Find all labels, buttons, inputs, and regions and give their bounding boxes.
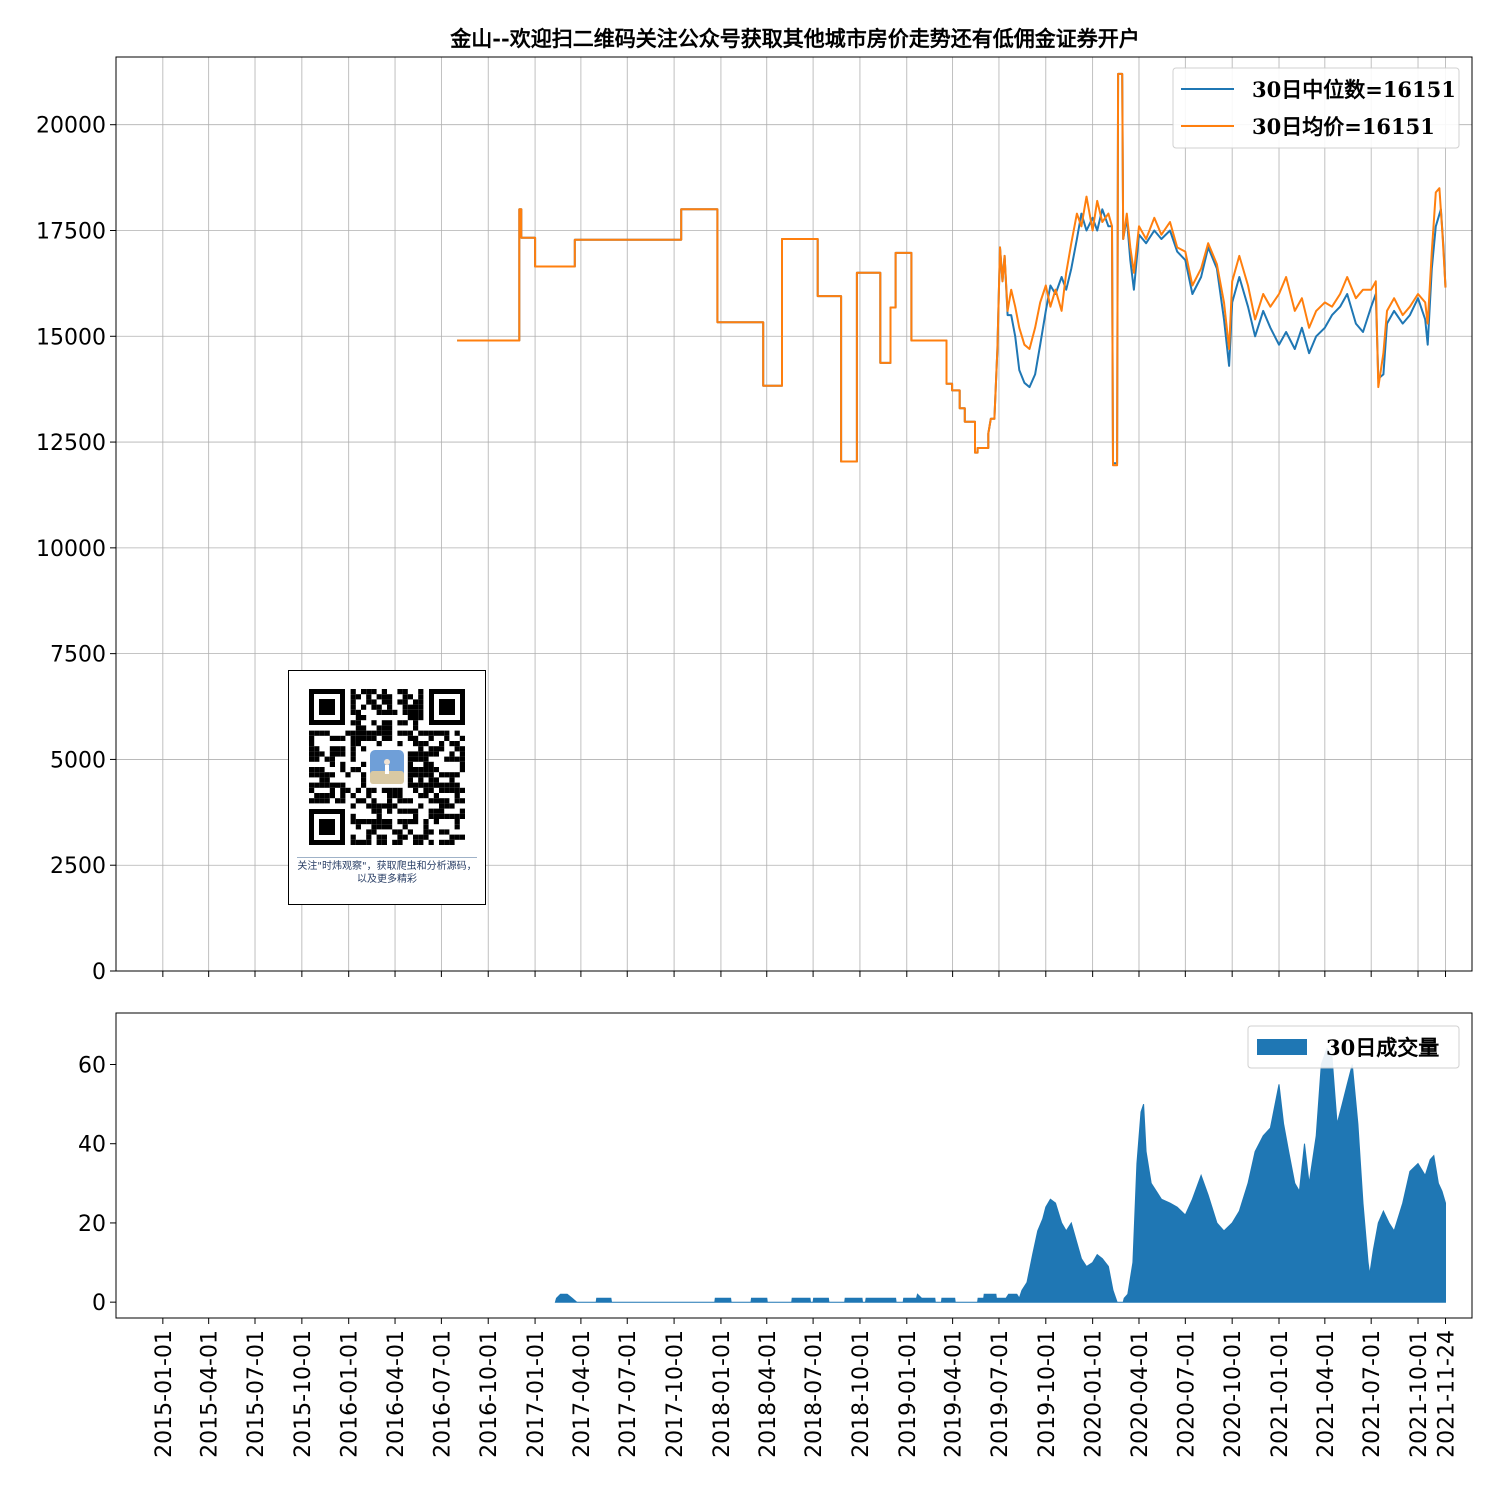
price-legend: 30日中位数=16151 30日均价=16151 — [1172, 67, 1460, 149]
xtick-label: 2018-04-01 — [756, 1330, 781, 1458]
xtick-label: 2016-07-01 — [430, 1330, 455, 1458]
xtick-label: 2020-10-01 — [1221, 1330, 1246, 1458]
xtick-label: 2016-04-01 — [384, 1330, 409, 1458]
xtick-label: 2020-04-01 — [1128, 1330, 1153, 1458]
xtick-label: 2015-04-01 — [198, 1330, 223, 1458]
series-line-mean — [457, 72, 1447, 467]
volume-ytick-label: 60 — [78, 1053, 106, 1078]
volume-panel-frame — [115, 1012, 1473, 1319]
price-ytick-label: 2500 — [50, 854, 106, 879]
legend-label-mean: 30日均价=16151 — [1252, 114, 1435, 139]
xtick-label: 2019-07-01 — [988, 1330, 1013, 1458]
volume-ytick-label: 40 — [78, 1133, 106, 1158]
qr-caption: 关注"时炜观察"，获取爬虫和分析源码，以及更多精彩 — [297, 857, 477, 886]
volume-panel-y-ticks: 0 20 40 60 — [78, 1053, 116, 1316]
price-panel-y-ticks: 0 2500 5000 7500 10000 12500 15000 17500 20000 — [36, 114, 116, 985]
xtick-label: 2015-07-01 — [244, 1330, 269, 1458]
price-ytick-label: 10000 — [36, 537, 106, 562]
xtick-label: 2016-10-01 — [477, 1330, 502, 1458]
series-area-volume — [554, 1047, 1446, 1303]
xtick-label: 2015-01-01 — [152, 1330, 177, 1458]
xtick-label: 2021-04-01 — [1314, 1330, 1339, 1458]
price-ytick-label: 12500 — [36, 431, 106, 456]
legend-label-median: 30日中位数=16151 — [1252, 77, 1456, 102]
xtick-label: 2018-07-01 — [802, 1330, 827, 1458]
xtick-label: 2021-07-01 — [1360, 1330, 1385, 1458]
price-ytick-label: 5000 — [50, 748, 106, 773]
xtick-label: 2019-10-01 — [1035, 1330, 1060, 1458]
xtick-label: 2021-11-24 — [1435, 1330, 1460, 1458]
xtick-label: 2017-10-01 — [663, 1330, 688, 1458]
price-panel-frame — [115, 56, 1473, 972]
xtick-label: 2021-01-01 — [1268, 1330, 1293, 1458]
xtick-label: 2018-10-01 — [849, 1330, 874, 1458]
legend-label-volume: 30日成交量 — [1326, 1035, 1439, 1060]
xtick-label: 2017-04-01 — [570, 1330, 595, 1458]
volume-ytick-label: 20 — [78, 1212, 106, 1237]
qr-code-card: 关注"时炜观察"，获取爬虫和分析源码，以及更多精彩 — [288, 670, 486, 905]
price-ytick-label: 0 — [92, 960, 106, 985]
chart-title: 金山--欢迎扫二维码关注公众号获取其他城市房价走势还有低佣金证券开户 — [449, 26, 1139, 51]
xtick-label: 2020-07-01 — [1174, 1330, 1199, 1458]
xtick-label: 2015-10-01 — [291, 1330, 316, 1458]
price-ytick-label: 20000 — [36, 114, 106, 139]
volume-panel-x-ticks: 2015-01-01 2015-04-01 2015-07-01 2015-10-01… — [152, 1318, 1460, 1458]
xtick-label: 2020-01-01 — [1082, 1330, 1107, 1458]
price-ytick-label: 15000 — [36, 325, 106, 350]
price-ytick-label: 17500 — [36, 219, 106, 244]
xtick-label: 2019-01-01 — [896, 1330, 921, 1458]
xtick-label: 2016-01-01 — [338, 1330, 363, 1458]
qr-code-image — [309, 689, 465, 845]
xtick-label: 2021-10-01 — [1407, 1330, 1432, 1458]
volume-legend: 30日成交量 — [1247, 1025, 1460, 1069]
volume-panel-area — [554, 1047, 1446, 1303]
price-panel-x-ticks — [162, 971, 1447, 977]
qr-avatar-icon — [367, 747, 407, 787]
volume-ytick-label: 0 — [92, 1291, 106, 1316]
xtick-label: 2017-07-01 — [616, 1330, 641, 1458]
xtick-label: 2019-04-01 — [942, 1330, 967, 1458]
xtick-label: 2017-01-01 — [524, 1330, 549, 1458]
xtick-label: 2018-01-01 — [710, 1330, 735, 1458]
legend-swatch-volume — [1257, 1039, 1307, 1055]
price-panel-lines — [457, 72, 1447, 467]
price-ytick-label: 7500 — [50, 643, 106, 668]
